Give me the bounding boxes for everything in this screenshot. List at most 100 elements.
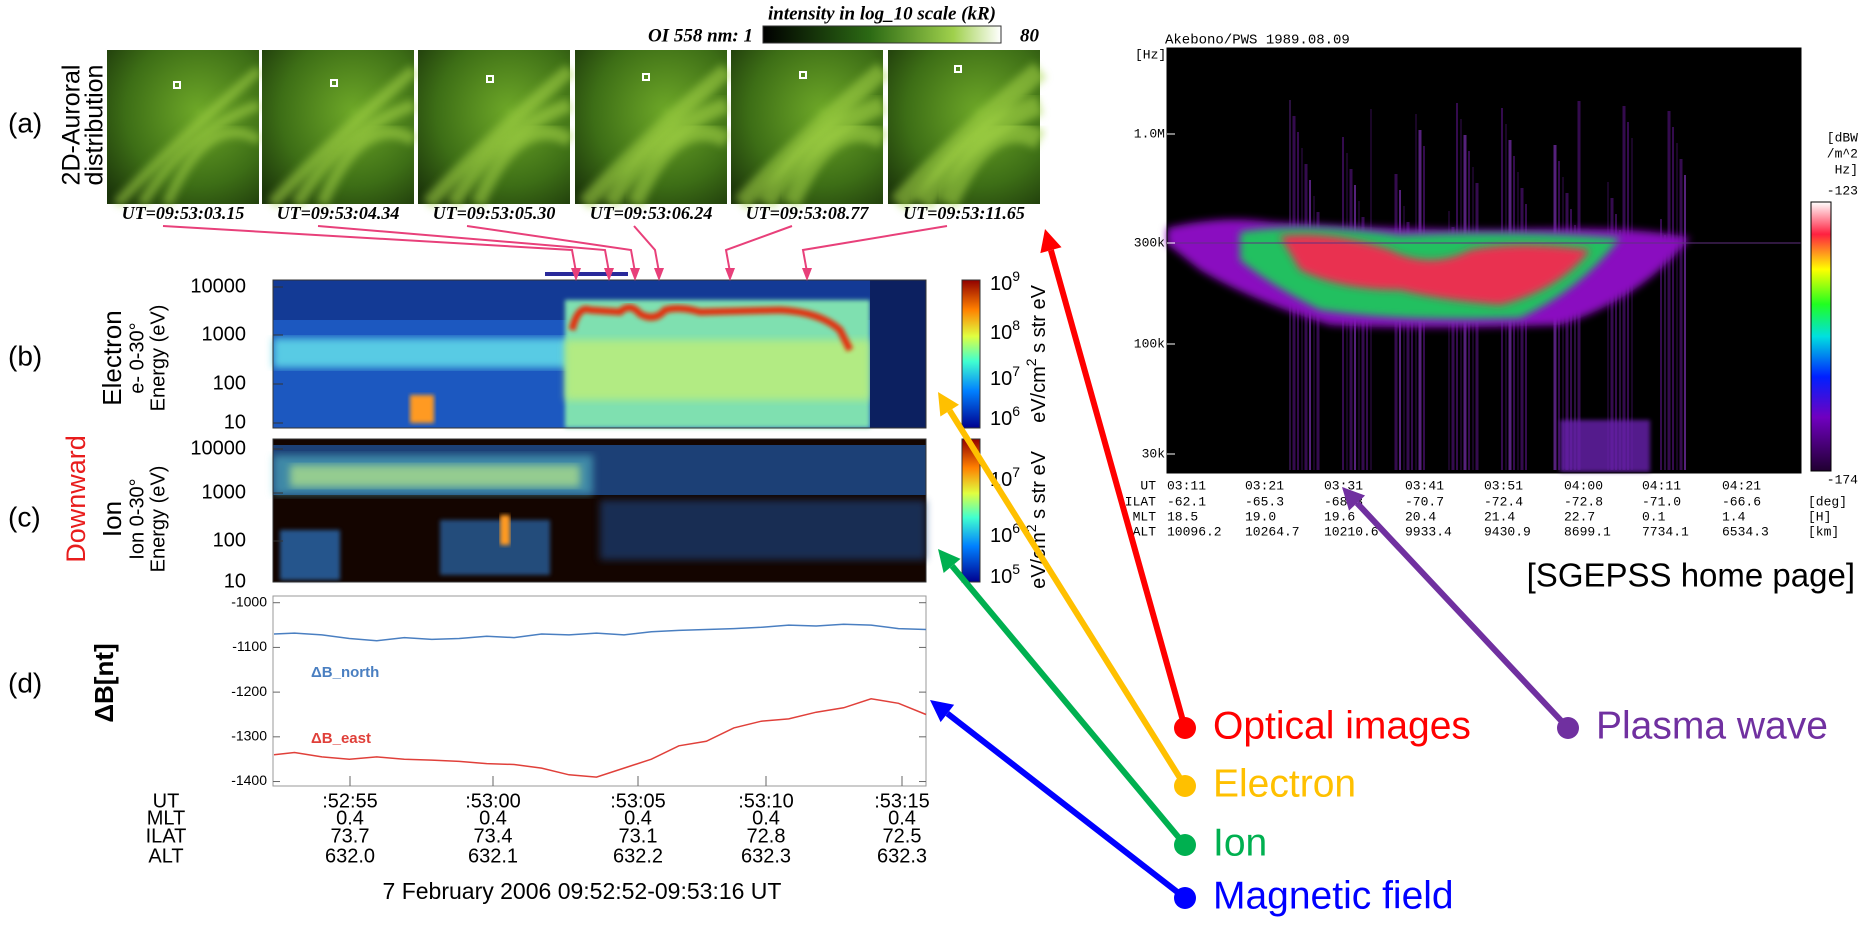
caption: 7 February 2006 09:52:52-09:53:16 UT [383, 878, 782, 904]
frame-time: UT=09:53:04.34 [277, 203, 400, 223]
pointer [803, 226, 947, 272]
frame-time: UT=09:53:05.30 [433, 203, 556, 223]
table-cell: 22.7 [1564, 509, 1595, 524]
panel-ylabel: e- 0-30° [126, 322, 148, 393]
table-cell: 19.0 [1245, 509, 1276, 524]
y-tick-label: 1000 [202, 323, 247, 345]
arrow [1051, 250, 1185, 728]
label-part: 2 [1023, 358, 1039, 366]
ion-spectrogram [273, 439, 926, 582]
colorbar-label: [dBW [1827, 130, 1858, 145]
panel-label: (b) [8, 340, 42, 371]
panel-ylabel: Ion 0-30° [126, 478, 148, 559]
table-cell: 632.2 [613, 845, 663, 867]
label-part: s str eV [1028, 450, 1050, 524]
table-cell: 9933.4 [1405, 524, 1452, 539]
colorbar-min: OI 558 nm: 1 [648, 25, 753, 46]
colorbar-tick-label: 106 [990, 520, 1020, 548]
table-cell: -71.0 [1642, 494, 1681, 509]
table-cell: 72.8 [747, 825, 786, 847]
plasma-wave-spectrogram [1167, 48, 1801, 473]
table-cell: 18.5 [1167, 509, 1198, 524]
panel-ylabel: ΔB[nt] [89, 643, 119, 722]
colorbar-max: 80 [1020, 25, 1040, 46]
table-cell: 632.3 [877, 845, 927, 867]
table-cell: [deg] [1808, 494, 1847, 509]
table-cell: 03:21 [1245, 478, 1284, 493]
panel-label: (d) [8, 667, 42, 698]
colorbar-tick-label: 105 [990, 561, 1020, 589]
table-cell: MLT [1133, 509, 1157, 524]
colorbar-tick-label: 106 [990, 403, 1020, 431]
y-tick-label: -1000 [231, 593, 267, 609]
panel-ylabel: Ion [97, 501, 127, 537]
y-tick-label: 1000 [202, 481, 247, 503]
legend-label: Ion [1213, 821, 1267, 864]
tick-exp: 8 [1012, 317, 1020, 333]
panel-ylabel: Energy (eV) [147, 305, 169, 412]
streak [1560, 420, 1650, 472]
electron-spectrogram [273, 280, 926, 428]
tick-base: 10 [990, 368, 1012, 390]
tick-exp: 7 [1012, 363, 1020, 379]
y-tick-label: -1100 [232, 638, 267, 654]
panel-ylabel: Energy (eV) [147, 466, 169, 573]
table-cell: 03:51 [1484, 478, 1523, 493]
pointer-head [725, 268, 735, 281]
table-cell: 6534.3 [1722, 524, 1769, 539]
y-tick-label: 100 [213, 529, 246, 551]
legend-dot [1174, 775, 1196, 797]
y-tick-label: 100 [213, 372, 246, 394]
y-tick-label: 300k [1134, 235, 1165, 250]
legend-dot [1174, 717, 1196, 739]
y-tick-label: 30k [1142, 446, 1166, 461]
table-cell: ILAT [146, 825, 187, 847]
tick-base: 10 [990, 566, 1012, 588]
frame-time: UT=09:53:11.65 [903, 203, 1025, 223]
y-tick-label: 10000 [190, 437, 246, 459]
table-cell: ALT [148, 845, 183, 867]
pointer [634, 226, 659, 272]
colorbar-tick-label: 109 [990, 268, 1020, 296]
tick-exp: 7 [1012, 464, 1020, 480]
colorbar [962, 280, 980, 428]
colorbar-title: intensity in log_10 scale (kR) [768, 3, 996, 24]
legend-label: Plasma wave [1596, 704, 1828, 747]
table-cell: [H] [1808, 509, 1831, 524]
table-cell: 03:41 [1405, 478, 1444, 493]
table-cell: 21.4 [1484, 509, 1515, 524]
legend-dot [1174, 834, 1196, 856]
table-cell: 04:11 [1642, 478, 1681, 493]
table-cell: 19.6 [1324, 509, 1355, 524]
pointer-head [630, 268, 640, 281]
table-cell: 0.1 [1642, 509, 1666, 524]
table-cell: 73.4 [474, 825, 513, 847]
y-tick-label: -1300 [231, 728, 267, 744]
table-cell: 73.1 [619, 825, 658, 847]
colorbar-label: eV/cm2 s str eV [1023, 284, 1051, 422]
table-cell: 04:21 [1722, 478, 1761, 493]
table-cell: 03:11 [1167, 478, 1206, 493]
y-tick-label: 10 [224, 570, 246, 592]
frame-time: UT=09:53:06.24 [590, 203, 713, 223]
table-cell: -72.8 [1564, 494, 1603, 509]
arrow [1357, 503, 1568, 728]
panel-ylabel: Electron [97, 310, 127, 405]
series-label: ΔB_east [311, 730, 371, 747]
table-cell: 8699.1 [1564, 524, 1611, 539]
table-cell: 73.7 [331, 825, 370, 847]
colorbar-tick-label: -123 [1827, 183, 1858, 198]
tick-base: 10 [990, 273, 1012, 295]
colorbar [763, 26, 1001, 43]
table-cell: 72.5 [883, 825, 922, 847]
table-cell: 7734.1 [1642, 524, 1689, 539]
series-label: ΔB_north [311, 664, 379, 681]
colorbar [1811, 202, 1831, 471]
pointer [726, 226, 792, 272]
table-cell: 10264.7 [1245, 524, 1300, 539]
table-cell: 1.4 [1722, 509, 1746, 524]
arrow-head [1040, 229, 1061, 253]
tick-exp: 9 [1012, 268, 1020, 284]
table-cell: 632.0 [325, 845, 375, 867]
table-cell: 04:00 [1564, 478, 1603, 493]
